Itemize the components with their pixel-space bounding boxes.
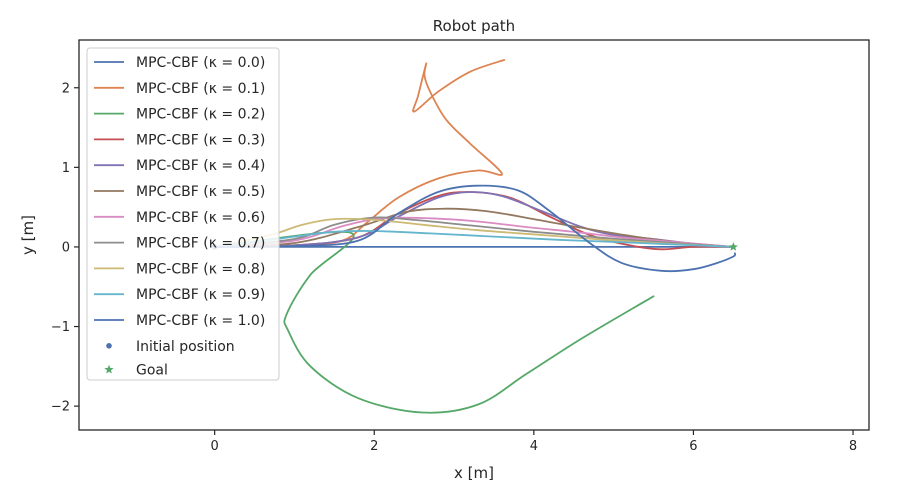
legend-label-4: MPC-CBF (κ = 0.4) (136, 158, 265, 174)
legend-frame (86, 47, 280, 381)
x-tick-label: 6 (689, 439, 697, 454)
x-tick-label: 4 (530, 439, 538, 454)
series-line-5 (213, 207, 735, 248)
y-axis-ticks: −2 −1 0 1 2 (51, 81, 79, 415)
legend-label-2: MPC-CBF (κ = 0.2) (136, 107, 265, 123)
plot-area (78, 39, 870, 431)
x-axis-ticks: 0 2 4 6 8 (211, 430, 857, 454)
y-axis-label: y [m] (19, 215, 37, 255)
legend-label-7: MPC-CBF (κ = 0.7) (136, 236, 265, 252)
legend-label-10: MPC-CBF (κ = 1.0) (136, 313, 265, 329)
x-tick-label: 8 (849, 439, 857, 454)
x-tick-label: 0 (211, 439, 219, 454)
series-line-2 (213, 230, 655, 414)
legend-swatch-initial-position (106, 343, 112, 349)
legend-label-8: MPC-CBF (κ = 0.8) (136, 261, 265, 277)
series-line-10 (213, 184, 737, 273)
legend-label-1: MPC-CBF (κ = 0.1) (136, 81, 265, 97)
legend-label-0: MPC-CBF (κ = 0.0) (136, 55, 265, 71)
series-line-1 (213, 59, 506, 248)
legend: MPC-CBF (κ = 0.0) MPC-CBF (κ = 0.1) MPC-CB… (86, 47, 280, 381)
y-tick-label: −2 (51, 400, 70, 415)
series-line-7 (213, 216, 735, 248)
legend-label-5: MPC-CBF (κ = 0.5) (136, 184, 265, 200)
legend-label-9: MPC-CBF (κ = 0.9) (136, 287, 265, 303)
series-layer (213, 59, 737, 414)
y-tick-label: 2 (62, 81, 70, 96)
series-line-9 (213, 230, 735, 248)
marker-goal (728, 242, 738, 251)
axes-frame (78, 39, 870, 431)
x-axis-label: x [m] (454, 464, 494, 482)
legend-swatch-goal (104, 364, 114, 374)
y-tick-label: −1 (51, 320, 70, 335)
legend-label-marker-0: Initial position (136, 339, 235, 355)
y-tick-label: 0 (62, 240, 70, 255)
y-tick-label: 1 (62, 161, 70, 176)
chart-title: Robot path (433, 17, 515, 35)
series-line-8 (213, 217, 735, 248)
legend-label-6: MPC-CBF (κ = 0.6) (136, 210, 265, 226)
legend-label-marker-1: Goal (136, 363, 168, 379)
x-tick-label: 2 (370, 439, 378, 454)
legend-label-3: MPC-CBF (κ = 0.3) (136, 132, 265, 148)
